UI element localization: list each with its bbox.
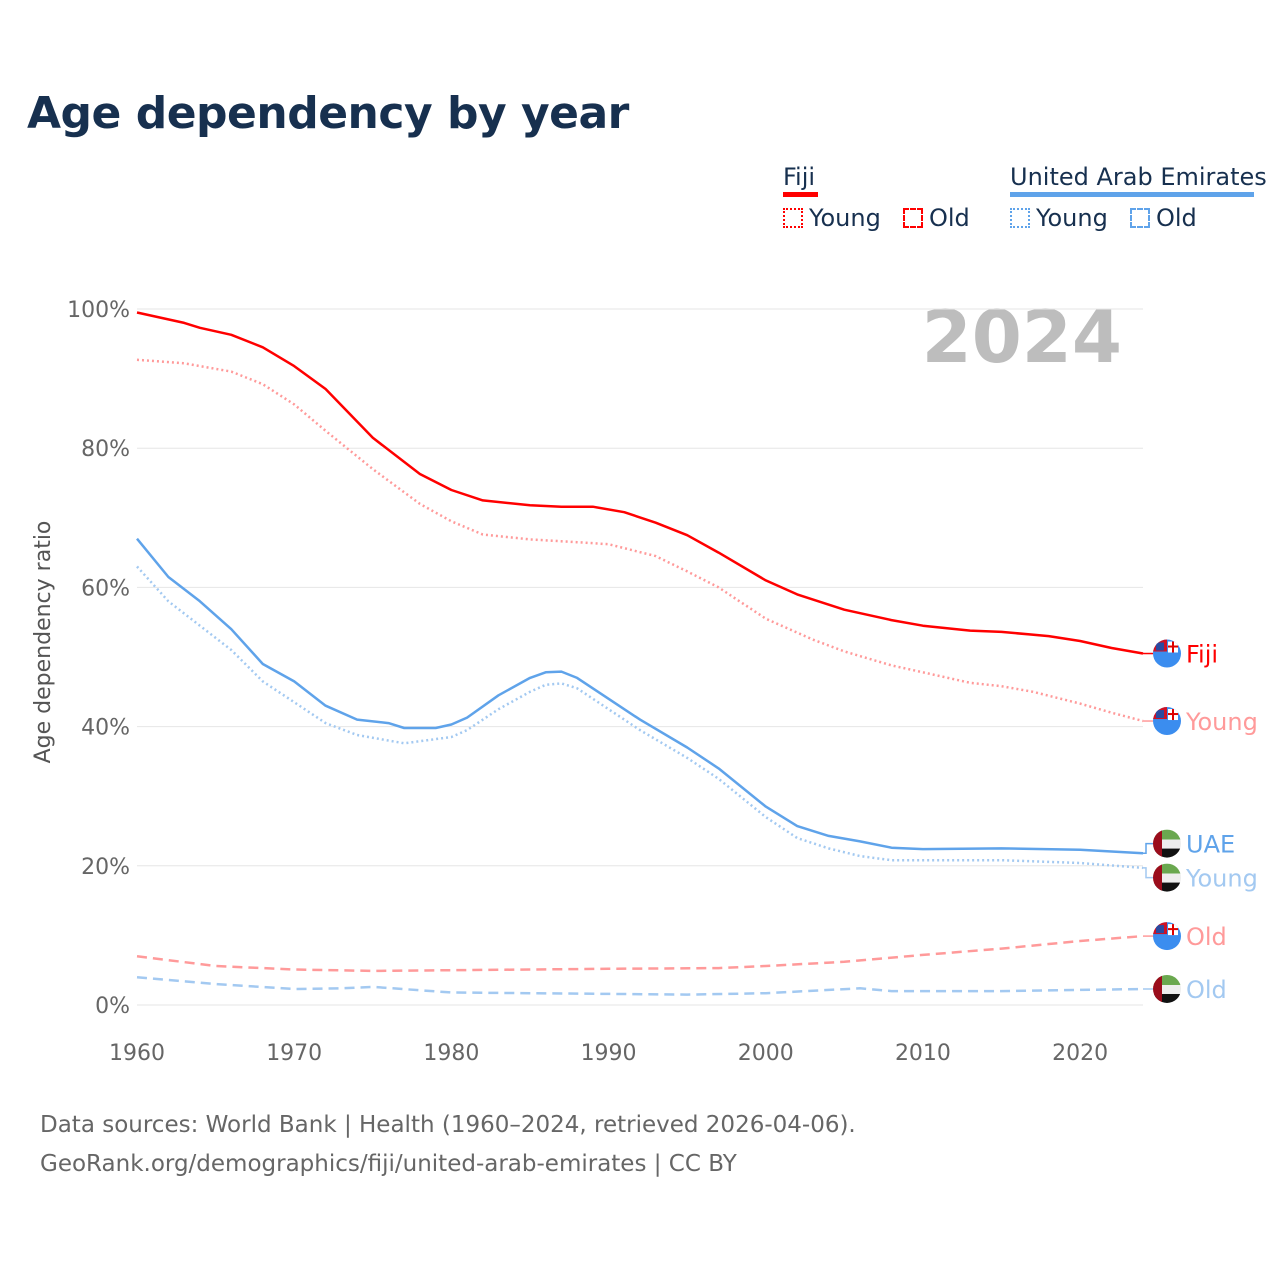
fiji-flag-icon [1153, 922, 1181, 951]
source-line-1: Data sources: World Bank | Health (1960–… [40, 1112, 856, 1138]
end-label-group[interactable]: UAE [1143, 829, 1235, 859]
legend-fiji-heading[interactable]: Fiji [783, 163, 816, 191]
series-line-united-arab-emirates-young[interactable] [136, 565, 1144, 870]
x-tick-label: 2020 [1052, 1041, 1108, 1066]
x-tick-label: 1960 [109, 1041, 165, 1066]
x-tick-label: 1990 [581, 1041, 637, 1066]
dashed-swatch-icon [903, 208, 923, 228]
dashed-swatch-icon [1130, 208, 1150, 228]
legend-uae-line [1010, 192, 1254, 197]
label-connector [1143, 842, 1153, 855]
dotted-swatch-icon [783, 208, 803, 228]
series-line-united-arab-emirates-old[interactable] [136, 975, 1144, 996]
y-tick-label: 80% [81, 437, 130, 462]
legend-label: Old [1156, 204, 1197, 232]
y-axis-label: Age dependency ratio [31, 521, 56, 764]
x-tick-label: 1980 [423, 1041, 479, 1066]
uae-flag-icon [1153, 974, 1181, 1003]
end-label: Old [1186, 976, 1227, 1004]
legend-label: Old [929, 204, 970, 232]
end-label: Fiji [1186, 641, 1218, 669]
year-overlay: 2024 [922, 295, 1122, 379]
y-tick-label: 20% [81, 855, 130, 880]
x-tick-label: 1970 [266, 1041, 322, 1066]
uae-flag-icon [1153, 829, 1181, 858]
legend-uae-young[interactable]: Young [1010, 204, 1108, 232]
end-label: UAE [1186, 831, 1235, 859]
legend-fiji-young[interactable]: Young [783, 204, 881, 232]
legend-label: Young [1036, 204, 1108, 232]
fiji-flag-icon [1153, 707, 1181, 736]
legend-fiji-line [783, 192, 818, 197]
end-label-group[interactable]: Young [1143, 863, 1258, 893]
series-line-united-arab-emirates[interactable] [136, 537, 1144, 855]
series-line-fiji-young[interactable] [136, 358, 1144, 723]
x-tick-label: 2000 [738, 1041, 794, 1066]
y-tick-label: 60% [81, 576, 130, 601]
y-tick-label: 0% [95, 994, 130, 1019]
y-tick-label: 100% [67, 298, 130, 323]
y-tick-label: 40% [81, 716, 130, 741]
uae-flag-icon [1153, 863, 1181, 892]
end-label: Young [1185, 708, 1258, 736]
series-line-fiji-old[interactable] [136, 934, 1144, 973]
series-line-fiji[interactable] [136, 311, 1144, 655]
legend-uae-heading[interactable]: United Arab Emirates [1010, 163, 1267, 191]
source-note: Data sources: World Bank | Health (1960–… [40, 1106, 856, 1184]
end-label: Old [1186, 923, 1227, 951]
chart-title: Age dependency by year [27, 88, 629, 139]
dotted-swatch-icon [1010, 208, 1030, 228]
legend-uae-old[interactable]: Old [1130, 204, 1197, 232]
label-connector [1143, 867, 1153, 879]
end-label-group[interactable]: Fiji [1143, 639, 1218, 669]
x-tick-label: 2010 [895, 1041, 951, 1066]
fiji-flag-icon [1153, 639, 1181, 668]
end-label-group[interactable]: Old [1143, 974, 1227, 1004]
legend-fiji-old[interactable]: Old [903, 204, 970, 232]
end-label-group[interactable]: Old [1143, 922, 1227, 951]
source-line-2[interactable]: GeoRank.org/demographics/fiji/united-ara… [40, 1151, 737, 1177]
end-label-group[interactable]: Young [1143, 707, 1258, 736]
end-label: Young [1185, 865, 1258, 893]
legend-label: Young [809, 204, 881, 232]
